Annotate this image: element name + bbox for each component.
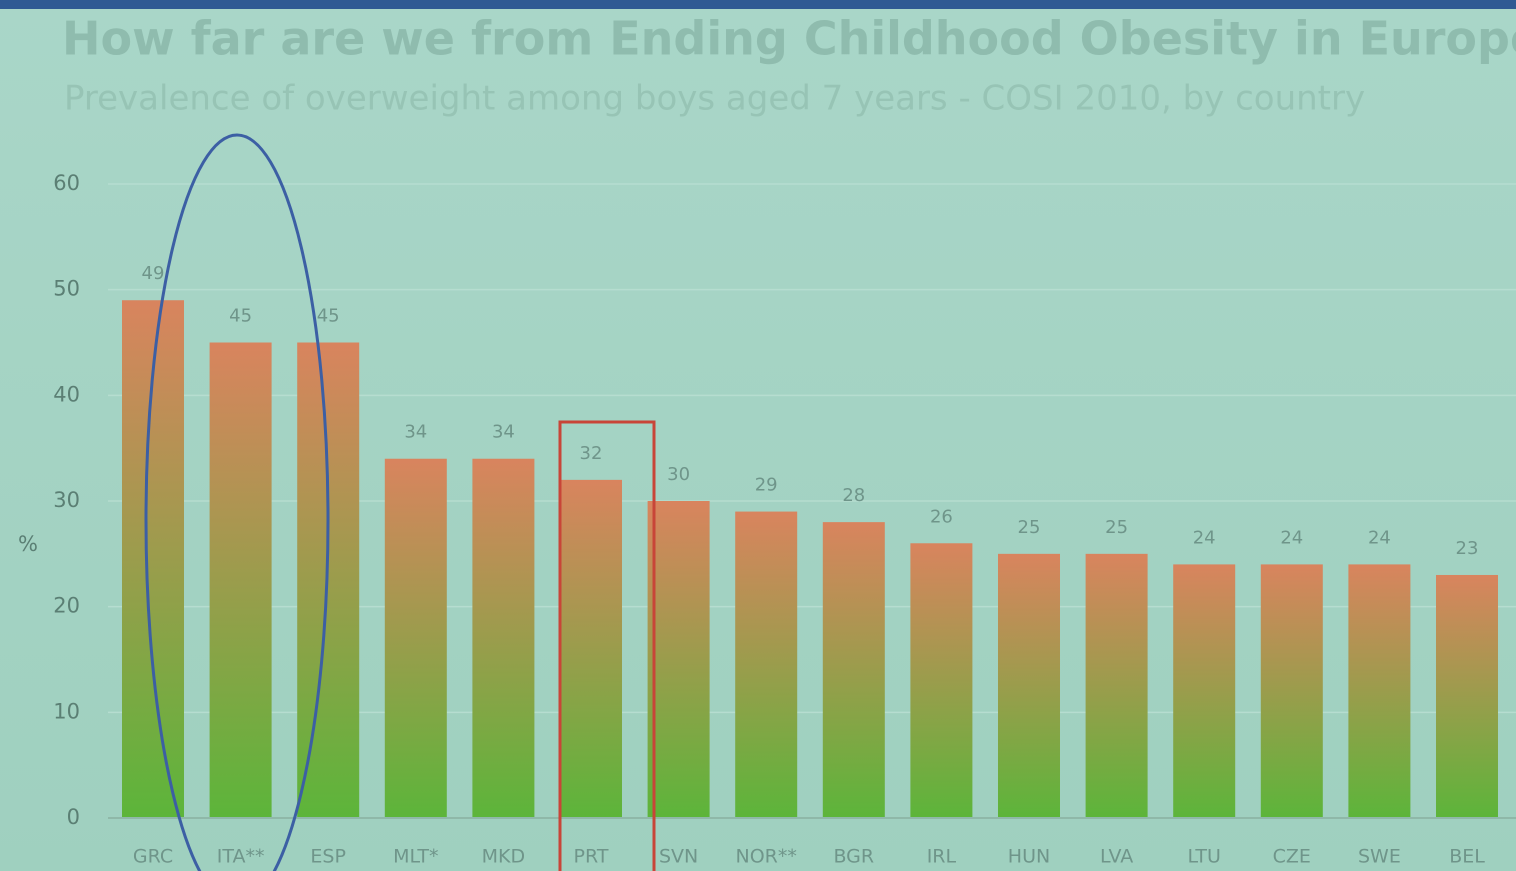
x-tick-label: MKD [482, 846, 525, 868]
bar [823, 522, 885, 818]
chart: How far are we from Ending Childhood Obe… [0, 0, 1516, 871]
chart-subtitle: Prevalence of overweight among boys aged… [64, 79, 1365, 119]
value-label: 45 [229, 306, 252, 327]
x-tick-label: ITA** [217, 846, 265, 868]
x-tick-label: CZE [1273, 846, 1311, 868]
bar [1173, 564, 1235, 818]
value-label: 28 [842, 485, 865, 506]
value-label: 34 [492, 422, 515, 443]
x-tick-label: ESP [310, 846, 346, 868]
value-label: 32 [580, 443, 603, 464]
bar [1086, 554, 1148, 818]
x-tick-label: LTU [1187, 846, 1220, 868]
y-tick-label: 20 [53, 594, 80, 618]
y-tick-label: 0 [67, 805, 80, 829]
bar [1348, 564, 1410, 818]
y-axis-label: % [18, 532, 38, 556]
value-label: 25 [1105, 517, 1128, 538]
bar [1261, 564, 1323, 818]
value-label: 24 [1368, 527, 1391, 548]
x-tick-label: IRL [927, 846, 957, 868]
value-label: 25 [1018, 517, 1041, 538]
y-tick-label: 30 [53, 488, 80, 512]
y-tick-label: 50 [53, 277, 80, 301]
bar [210, 343, 272, 819]
y-tick-label: 60 [53, 171, 80, 195]
y-tick-label: 10 [53, 699, 80, 723]
x-tick-label: HUN [1008, 846, 1050, 868]
bar [998, 554, 1060, 818]
x-tick-label: GRC [133, 846, 173, 868]
value-label: 45 [317, 306, 340, 327]
x-tick-label: NOR** [736, 846, 797, 868]
y-tick-label: 40 [53, 382, 80, 406]
value-label: 26 [930, 506, 953, 527]
x-tick-label: SVN [659, 846, 698, 868]
x-tick-label: PRT [574, 846, 609, 868]
page: {"chart_data": {"type": "bar", "title": … [0, 0, 1516, 871]
bar [385, 459, 447, 818]
bar [735, 512, 797, 818]
bar [1436, 575, 1498, 818]
x-tick-label: BEL [1449, 846, 1485, 868]
x-tick-label: MLT* [393, 846, 438, 868]
chart-title: How far are we from Ending Childhood Obe… [62, 12, 1516, 66]
value-label: 34 [404, 422, 427, 443]
value-label: 23 [1456, 538, 1479, 559]
bar [910, 543, 972, 818]
x-tick-label: BGR [833, 846, 874, 868]
value-label: 49 [142, 263, 165, 284]
bar [648, 501, 710, 818]
bar [472, 459, 534, 818]
value-label: 24 [1280, 527, 1303, 548]
x-tick-label: SWE [1358, 846, 1401, 868]
bar [560, 480, 622, 818]
top-border [0, 0, 1516, 9]
value-label: 24 [1193, 527, 1216, 548]
value-label: 29 [755, 475, 778, 496]
x-tick-label: LVA [1100, 846, 1133, 868]
value-label: 30 [667, 464, 690, 485]
